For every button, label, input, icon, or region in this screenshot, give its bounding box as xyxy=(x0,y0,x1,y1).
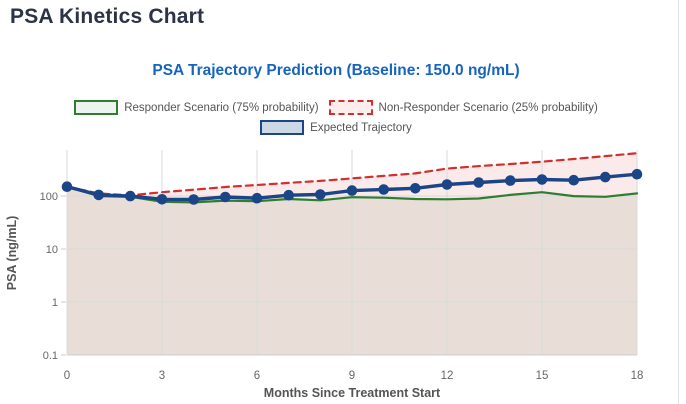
expected-marker xyxy=(536,174,548,185)
expected-marker xyxy=(93,189,104,201)
legend-label-nonresponder: Non-Responder Scenario (25% probability) xyxy=(378,101,598,114)
psa-chart: 0.1 1 10 100 0 3 6 9 12 15 18 Months Since Treatmen… xyxy=(0,140,686,404)
legend-item-expected: Expected Trajectory xyxy=(260,120,412,135)
expected-marker xyxy=(220,191,231,203)
y-tick-label: 100 xyxy=(40,191,58,203)
chart-legend: Responder Scenario (75% probability) Non… xyxy=(0,100,672,135)
x-axis-label: Months Since Treatment Start xyxy=(264,386,441,400)
y-tick-label: 0.1 xyxy=(43,350,58,362)
expected-marker xyxy=(315,189,326,200)
chart-title: PSA Trajectory Prediction (Baseline: 150… xyxy=(152,62,520,79)
x-tick-label: 6 xyxy=(254,370,260,382)
card-border xyxy=(678,0,679,404)
expected-marker xyxy=(568,174,579,186)
responder-swatch-icon xyxy=(74,100,119,115)
series-lines xyxy=(61,152,643,205)
series-line-1 xyxy=(65,152,639,197)
x-tick-label: 18 xyxy=(631,370,644,382)
expected-swatch-icon xyxy=(260,120,305,135)
x-tick-label: 15 xyxy=(536,370,549,382)
expected-marker xyxy=(61,181,73,192)
psa-chart-canvas: 0.1 1 10 100 0 3 6 9 12 15 18 Months Since Treatmen… xyxy=(5,150,643,400)
expected-marker xyxy=(188,194,199,205)
expected-marker xyxy=(378,184,390,195)
y-tick-label: 1 xyxy=(52,297,58,309)
x-tick-label: 12 xyxy=(441,370,454,382)
page-title: PSA Kinetics Chart xyxy=(10,5,205,28)
legend-label-expected: Expected Trajectory xyxy=(310,121,412,134)
expected-marker xyxy=(125,190,136,202)
axis-labels: 0.1 1 10 100 0 3 6 9 12 15 18 Months Since Treatmen… xyxy=(5,191,643,400)
expected-marker xyxy=(600,171,611,183)
legend-row-1: Responder Scenario (75% probability) Non… xyxy=(74,100,598,115)
x-tick-label: 0 xyxy=(64,370,70,382)
legend-item-responder: Responder Scenario (75% probability) xyxy=(74,100,319,115)
expected-marker xyxy=(473,177,485,188)
expected-marker xyxy=(346,185,358,196)
expected-marker xyxy=(156,194,168,205)
expected-marker xyxy=(441,179,453,190)
expected-marker xyxy=(505,175,516,186)
expected-marker xyxy=(283,189,295,201)
legend-label-responder: Responder Scenario (75% probability) xyxy=(124,101,319,114)
y-tick-label: 10 xyxy=(46,244,58,256)
x-tick-label: 9 xyxy=(349,370,355,382)
expected-marker xyxy=(251,192,263,204)
x-tick-label: 3 xyxy=(159,370,165,382)
expected-marker xyxy=(631,168,643,180)
legend-row-2: Expected Trajectory xyxy=(260,120,412,135)
expected-marker xyxy=(410,183,421,194)
legend-item-nonresponder: Non-Responder Scenario (25% probability) xyxy=(328,100,598,115)
y-axis-label: PSA (ng/mL) xyxy=(5,216,19,291)
nonresponder-swatch-icon xyxy=(328,100,373,115)
